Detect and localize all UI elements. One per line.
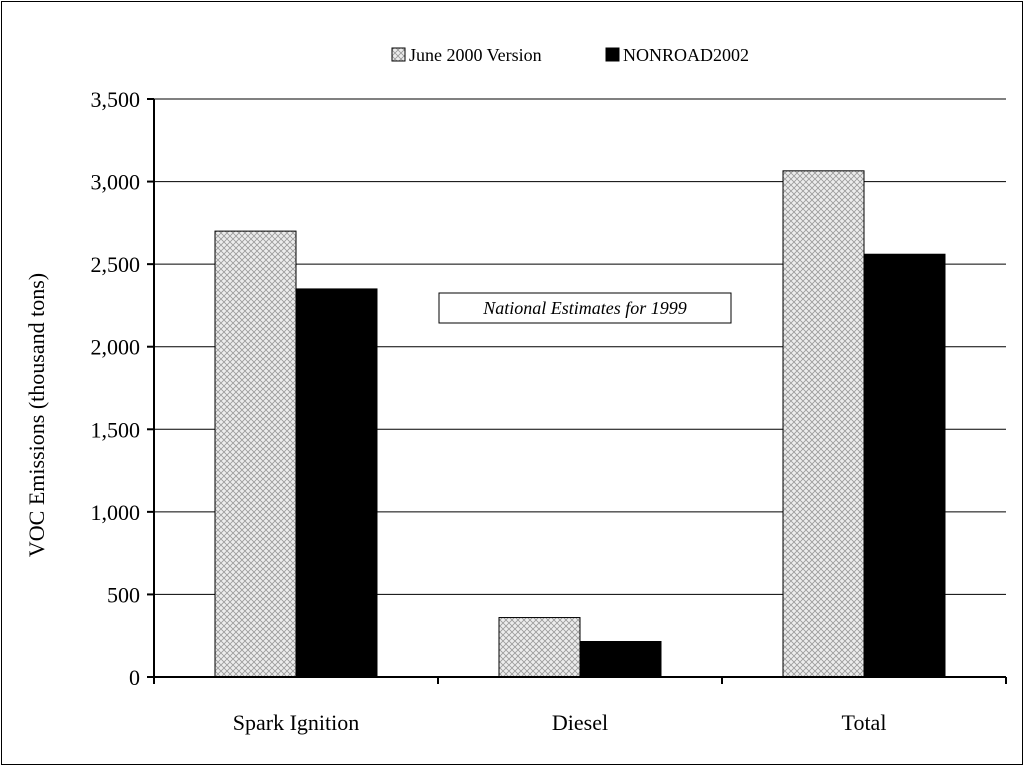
axes: 0 500 1,000 1,500 2,000 2,500 3,000 3,500 Spark … bbox=[91, 87, 1007, 735]
bars bbox=[214, 170, 946, 678]
bar-june-2000-version bbox=[782, 170, 865, 678]
legend-swatch-june-2000-version bbox=[391, 47, 406, 62]
bar-nonroad2002 bbox=[295, 288, 378, 678]
annotation-text: National Estimates for 1999 bbox=[482, 298, 687, 318]
y-tick-label: 3,000 bbox=[91, 170, 141, 195]
y-tick-label: 0 bbox=[129, 665, 140, 690]
y-tick-label: 1,500 bbox=[91, 417, 141, 442]
bar-june-2000-version bbox=[214, 230, 297, 678]
legend: June 2000 Version NONROAD2002 bbox=[391, 45, 749, 65]
bar-nonroad2002 bbox=[579, 640, 662, 678]
y-tick-label: 2,500 bbox=[91, 252, 141, 277]
y-tick-label: 2,000 bbox=[91, 335, 141, 360]
legend-label-nonroad2002: NONROAD2002 bbox=[623, 45, 749, 65]
x-tick-label: Diesel bbox=[552, 710, 608, 735]
legend-label-june-2000-version: June 2000 Version bbox=[409, 45, 542, 65]
legend-swatch-nonroad2002 bbox=[605, 47, 620, 62]
x-tick-label: Spark Ignition bbox=[233, 710, 360, 735]
annotation: National Estimates for 1999 bbox=[438, 292, 732, 324]
annotation-box bbox=[438, 292, 732, 324]
bar-june-2000-version bbox=[498, 617, 581, 678]
y-tick-label: 3,500 bbox=[91, 87, 141, 112]
y-tick-label: 1,000 bbox=[91, 500, 141, 525]
y-tick-label: 500 bbox=[107, 582, 140, 607]
y-axis-label: VOC Emissions (thousand tons) bbox=[24, 273, 49, 557]
x-tick-label: Total bbox=[842, 710, 887, 735]
bar-nonroad2002 bbox=[863, 253, 946, 678]
